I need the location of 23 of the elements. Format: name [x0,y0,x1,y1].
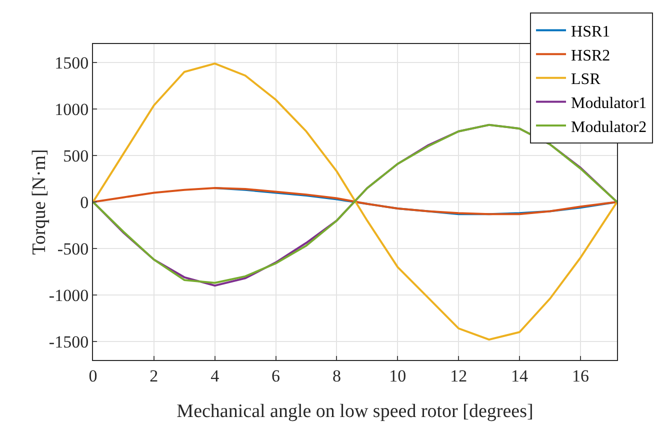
y-tick-label: -500 [57,239,89,258]
y-axis-title: Torque [N·m] [29,149,50,255]
y-tick-label: 1500 [54,54,89,73]
x-tick-label: 4 [210,366,220,386]
y-tick-label: -1000 [48,286,89,305]
y-tick-label: 500 [63,146,89,166]
x-tick-label: 6 [272,366,280,386]
x-tick-label: 16 [572,366,589,386]
line-series [93,187,617,216]
x-tick-label: 8 [332,366,341,386]
legend-label: LSR [571,71,601,88]
y-tick-label: 1000 [54,100,89,120]
x-tick-label: 14 [511,366,529,386]
x-tick-label: 2 [150,366,158,386]
legend-label: Modulator1 [571,94,647,112]
y-tick-label: -1500 [48,332,89,352]
y-tick-label: 0 [80,192,89,212]
legend-label: Modulator2 [571,118,647,136]
legend-label: HSR2 [571,47,610,64]
x-axis-title: Mechanical angle on low speed rotor [degrees] [176,401,534,422]
x-tick-label: 12 [450,366,468,386]
x-tick-label: 10 [389,366,406,386]
legend-label: HSR1 [571,24,610,41]
